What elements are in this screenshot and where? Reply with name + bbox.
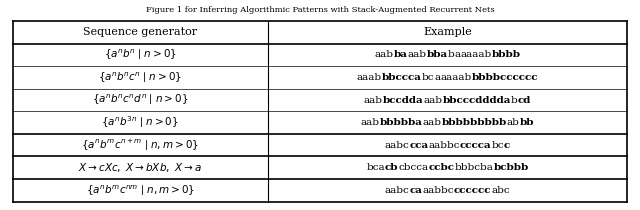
Text: $\{a^n b^n c^n \mid n > 0\}$: $\{a^n b^n c^n \mid n > 0\}$	[98, 70, 182, 85]
Text: Example: Example	[423, 27, 472, 37]
Text: bcbbb: bcbbb	[493, 163, 529, 172]
Text: $\{a^n b^n \mid n > 0\}$: $\{a^n b^n \mid n > 0\}$	[104, 48, 177, 62]
Text: bc: bc	[422, 73, 435, 82]
Text: c: c	[504, 141, 510, 150]
Text: bca: bca	[366, 163, 385, 172]
Text: bbbbbbbbb: bbbbbbbbb	[442, 118, 507, 127]
Text: bc: bc	[492, 141, 504, 150]
Text: aabc: aabc	[385, 141, 410, 150]
Text: aabc: aabc	[385, 186, 410, 195]
Text: cd: cd	[518, 96, 531, 105]
Text: bbcccdddda: bbcccdddda	[442, 96, 511, 105]
Text: aab: aab	[422, 118, 442, 127]
Text: ba: ba	[394, 50, 407, 59]
Text: ab: ab	[507, 118, 520, 127]
Text: aabbc: aabbc	[429, 141, 460, 150]
Text: ca: ca	[410, 186, 422, 195]
Text: $\{a^n b^m c^{n+m} \mid n, m > 0\}$: $\{a^n b^m c^{n+m} \mid n, m > 0\}$	[81, 138, 199, 153]
Text: aab: aab	[374, 50, 394, 59]
Text: aab: aab	[407, 50, 426, 59]
Text: cca: cca	[410, 141, 429, 150]
Text: b: b	[447, 50, 454, 59]
Text: bb: bb	[520, 118, 534, 127]
Text: cbcca: cbcca	[399, 163, 429, 172]
Text: $\{a^n b^n c^n d^n \mid n > 0\}$: $\{a^n b^n c^n d^n \mid n > 0\}$	[92, 93, 189, 107]
Text: Sequence generator: Sequence generator	[83, 27, 197, 37]
Text: aaab: aaab	[357, 73, 382, 82]
Text: aab: aab	[424, 96, 442, 105]
Text: cccca: cccca	[460, 141, 492, 150]
Text: bbbbcccccc: bbbbcccccc	[472, 73, 538, 82]
Text: bbccca: bbccca	[382, 73, 422, 82]
Text: cccccc: cccccc	[454, 186, 492, 195]
Text: cb: cb	[385, 163, 399, 172]
Text: bbbcba: bbbcba	[454, 163, 493, 172]
Text: ccbc: ccbc	[429, 163, 454, 172]
Text: $\{a^n b^m c^{nm} \mid n, m > 0\}$: $\{a^n b^m c^{nm} \mid n, m > 0\}$	[86, 183, 195, 198]
Text: bbbb: bbbb	[492, 50, 520, 59]
Text: $\{a^n b^{3n} \mid n > 0\}$: $\{a^n b^{3n} \mid n > 0\}$	[102, 115, 179, 130]
Text: abc: abc	[492, 186, 510, 195]
Text: aabbc: aabbc	[422, 186, 454, 195]
Text: aaaab: aaaab	[460, 50, 492, 59]
Text: bbbbba: bbbbba	[380, 118, 422, 127]
Text: aaaab: aaaab	[440, 73, 472, 82]
Text: aab: aab	[364, 96, 383, 105]
Text: $X \to cXc,\ X \to bXb,\ X \to a$: $X \to cXc,\ X \to bXb,\ X \to a$	[78, 161, 202, 174]
Text: aab: aab	[361, 118, 380, 127]
Text: a: a	[454, 50, 460, 59]
Text: bba: bba	[426, 50, 447, 59]
Text: a: a	[435, 73, 440, 82]
Text: Figure 1 for Inferring Algorithmic Patterns with Stack-Augmented Recurrent Nets: Figure 1 for Inferring Algorithmic Patte…	[146, 6, 494, 14]
Text: b: b	[511, 96, 518, 105]
Text: bccdda: bccdda	[383, 96, 424, 105]
